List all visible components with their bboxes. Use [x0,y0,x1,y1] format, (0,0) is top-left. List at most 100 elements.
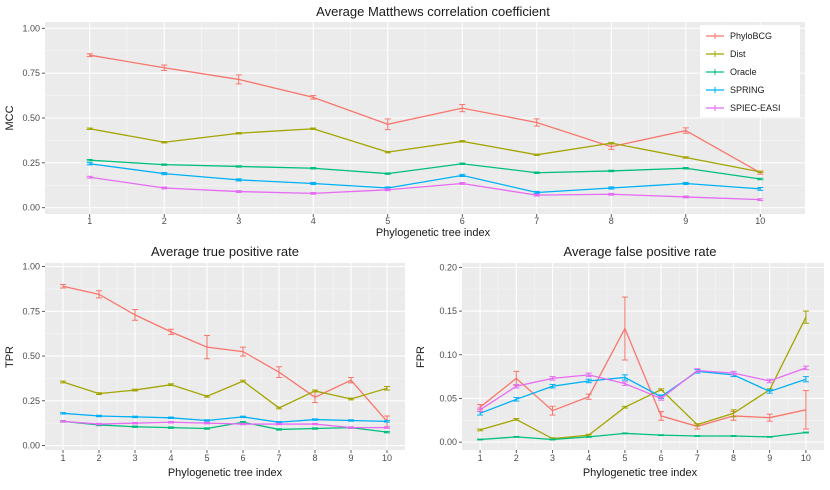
y-tick-label: 0.50 [22,113,40,123]
series-spring [60,412,390,424]
x-tick-label: 1 [60,453,65,463]
series-line-phylobcg [62,285,388,422]
error-bar [60,420,66,423]
mcc-x-axis-title: Phylogenetic tree index [376,227,491,239]
error-bar [549,405,556,416]
fpr-x-tick-labels: 1 2 3 4 5 6 7 8 9 10 [478,450,811,463]
error-bar [694,435,701,437]
x-tick-label: 6 [460,216,465,226]
error-bar [766,378,773,384]
error-bar [757,177,764,181]
error-bar [730,435,737,437]
series-line-dist [479,316,807,440]
series-phylobcg [477,296,809,430]
error-bar [730,409,737,418]
error-bar [161,163,168,166]
error-bar [585,372,592,378]
error-bar [585,435,592,438]
legend: PhyloBCG Dist Oracle SPRING SPIEC-EASI [700,25,800,117]
error-bar [161,141,168,144]
series-oracle [477,431,809,441]
error-bar [348,419,354,422]
error-bar [235,165,242,168]
error-bar [86,158,93,162]
error-bar [533,193,540,197]
fpr-series [477,296,809,441]
error-bar [235,190,242,193]
error-bar [694,423,701,427]
error-bar [459,104,466,113]
error-bar [766,435,773,438]
mcc-y-tick-labels: 0.00 0.25 0.50 0.75 1.00 [22,23,45,213]
error-bar [608,141,615,145]
legend-item-oracle: Oracle [706,67,757,77]
y-tick-label: 1.00 [22,262,40,272]
mcc-grid [45,22,805,214]
tpr-title: Average true positive rate [151,244,299,259]
error-bar [549,383,556,389]
error-bar [658,434,665,437]
error-bar [96,414,102,418]
x-tick-label: 9 [348,453,353,463]
error-bar [513,435,520,438]
error-bar [310,95,317,100]
error-bar [168,426,174,429]
fpr-title: Average false positive rate [564,244,717,259]
error-bar [168,421,174,424]
error-bar [86,127,93,130]
mcc-panel: Average Matthews correlation coefficient… [4,4,805,239]
error-bar [621,296,628,361]
error-bar [132,309,138,321]
error-bar [658,396,665,401]
error-bar [384,426,390,429]
series-line-phylobcg [89,54,761,174]
x-tick-label: 7 [695,453,700,463]
error-bar [60,412,66,415]
error-bar [60,283,66,289]
x-tick-label: 5 [622,453,627,463]
x-tick-label: 4 [168,453,173,463]
x-tick-label: 10 [382,453,392,463]
series-line-spiec-easi [479,367,807,411]
error-bar [240,379,246,383]
legend-item-dist: Dist [706,49,746,59]
error-bar [161,172,168,176]
error-bar [240,346,246,357]
error-bar [658,411,665,421]
error-bar [384,188,391,192]
error-bar [235,178,242,182]
series-line-spiec-easi [62,420,387,429]
fpr-grid [462,263,824,450]
series-spiec-easi [86,175,764,202]
error-bar [96,290,102,299]
legend-label: SPIEC-EASI [730,103,781,113]
legend-item-phylobcg: PhyloBCG [706,31,772,41]
error-bar [585,378,592,384]
error-bar [384,118,391,131]
error-bar [276,428,282,431]
error-bar [513,418,520,421]
error-bar [694,368,701,373]
error-bar [621,374,628,381]
series-dist [86,127,764,174]
error-bar [585,393,592,400]
legend-box [700,25,800,117]
series-line-spiec-easi [89,176,761,201]
error-bar [608,192,615,196]
error-bar [384,385,390,391]
error-bar [348,397,354,401]
error-bar [161,64,168,71]
error-bar [86,162,93,166]
y-tick-label: 0.05 [439,393,457,403]
fpr-x-axis-title: Phylogenetic tree index [583,467,698,479]
error-bar [802,390,809,430]
x-tick-label: 2 [96,453,101,463]
error-bar [621,381,628,386]
fpr-y-axis-title: FPR [415,346,427,368]
error-bar [235,132,242,135]
error-bar [621,405,628,409]
x-tick-label: 3 [550,453,555,463]
series-phylobcg [60,283,390,428]
x-tick-label: 8 [731,453,736,463]
